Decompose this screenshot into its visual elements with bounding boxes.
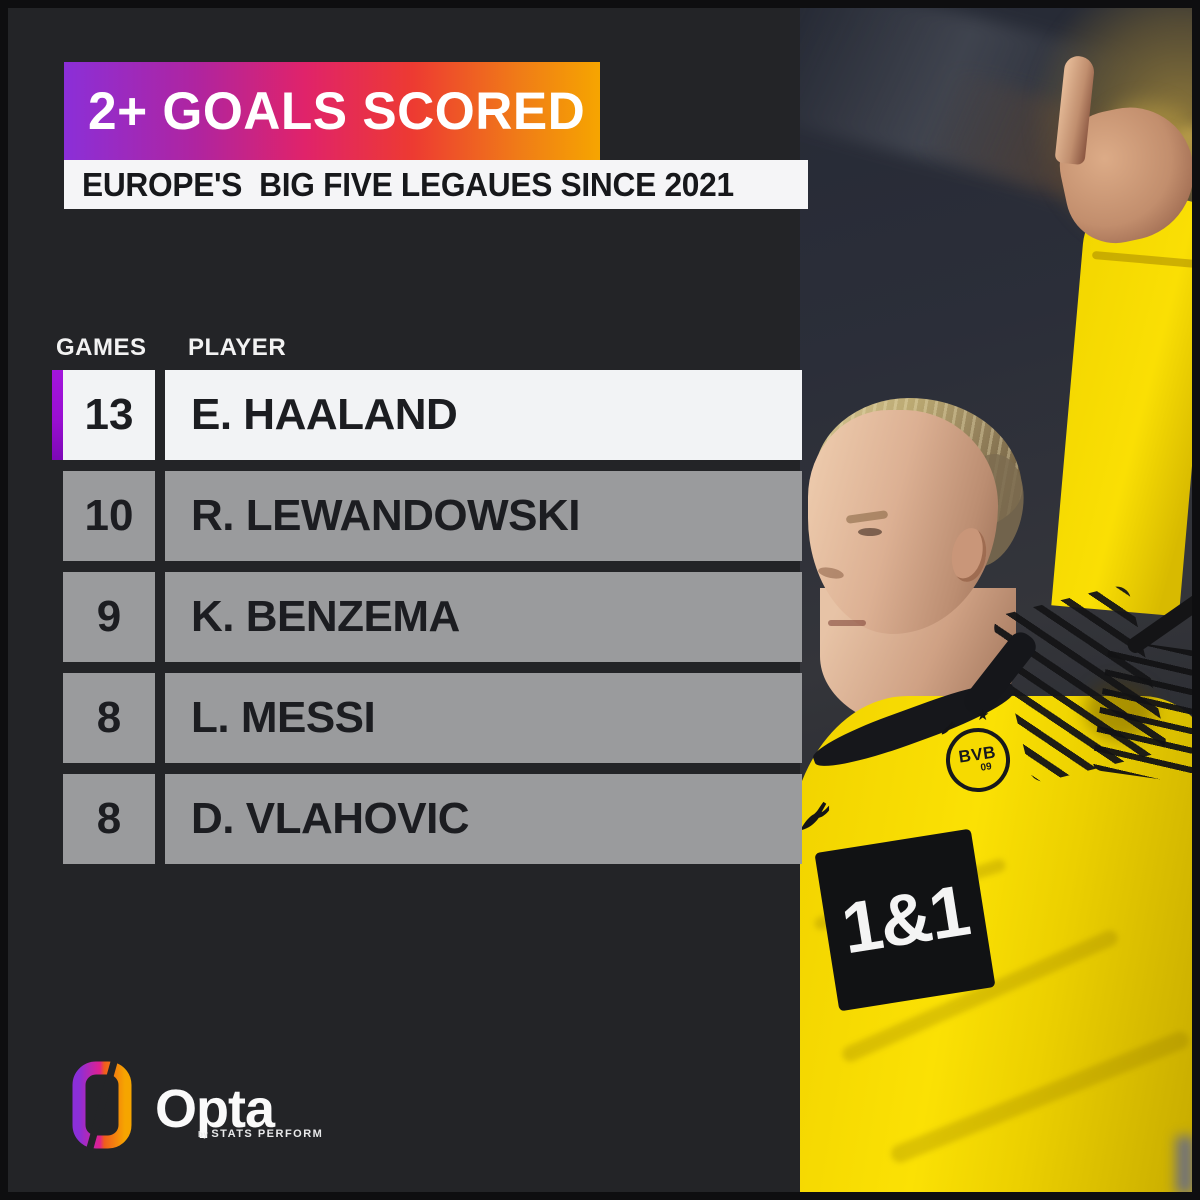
player-photo: ★ BVB 09 1&1: [800, 8, 1192, 1192]
crowd-blur: [1176, 1136, 1192, 1192]
brand-parent: STATS PERFORM: [211, 1128, 324, 1140]
puma-logo-icon: [941, 721, 955, 735]
table-row: 10 R. LEWANDOWSKI: [52, 471, 802, 561]
puma-logo-icon: [801, 801, 830, 830]
page-subtitle: EUROPE'S BIG FIVE LEGAUES SINCE 2021: [82, 165, 734, 203]
table-row: 9 K. BENZEMA: [52, 572, 802, 662]
cell-gap: [155, 572, 165, 662]
player-cell: K. BENZEMA: [165, 572, 802, 662]
mouth: [828, 620, 866, 626]
eye: [858, 528, 882, 536]
accent-spacer: [52, 471, 63, 561]
opta-logo-icon: [72, 1061, 132, 1149]
page-title: 2+ GOALS SCORED: [88, 81, 586, 141]
brand-subtitle: by STATS PERFORM: [198, 1128, 323, 1140]
cell-gap: [155, 774, 165, 864]
column-header-games: GAMES: [56, 334, 147, 361]
games-cell: 8: [63, 673, 155, 763]
background-panel: ★ BVB 09 1&1 2+ GOALS SCORED EUROPE'S BI…: [8, 8, 1192, 1192]
games-cell: 13: [63, 370, 155, 460]
games-cell: 9: [63, 572, 155, 662]
accent-spacer: [52, 673, 63, 763]
sponsor-text: 1&1: [836, 870, 974, 970]
table-row: 8 D. VLAHOVIC: [52, 774, 802, 864]
cell-gap: [155, 370, 165, 460]
accent-spacer: [52, 572, 63, 662]
games-cell: 10: [63, 471, 155, 561]
title-banner: 2+ GOALS SCORED: [64, 62, 600, 160]
ranking-table: 13 E. HAALAND 10 R. LEWANDOWSKI 9 K. BEN…: [52, 370, 802, 875]
games-cell: 8: [63, 774, 155, 864]
table-row: 8 L. MESSI: [52, 673, 802, 763]
brand-by: by: [198, 1130, 209, 1139]
opta-brand: Opta by STATS PERFORM: [70, 1060, 390, 1160]
cell-gap: [155, 471, 165, 561]
player-cell: L. MESSI: [165, 673, 802, 763]
cell-gap: [155, 673, 165, 763]
accent-spacer: [52, 774, 63, 864]
player-cell: D. VLAHOVIC: [165, 774, 802, 864]
championship-star-icon: ★: [976, 707, 990, 724]
face: [808, 410, 998, 634]
player-cell: E. HAALAND: [165, 370, 802, 460]
table-row: 13 E. HAALAND: [52, 370, 802, 460]
player-cell: R. LEWANDOWSKI: [165, 471, 802, 561]
badge-year: 09: [979, 761, 993, 774]
jersey-sponsor-patch: 1&1: [814, 828, 996, 1012]
subtitle-banner: EUROPE'S BIG FIVE LEGAUES SINCE 2021: [64, 160, 808, 209]
shoulder-stripes-right: [1091, 638, 1192, 786]
column-header-player: PLAYER: [188, 334, 287, 361]
highlight-accent-bar: [52, 370, 63, 460]
brand-name: Opta: [155, 1079, 275, 1139]
